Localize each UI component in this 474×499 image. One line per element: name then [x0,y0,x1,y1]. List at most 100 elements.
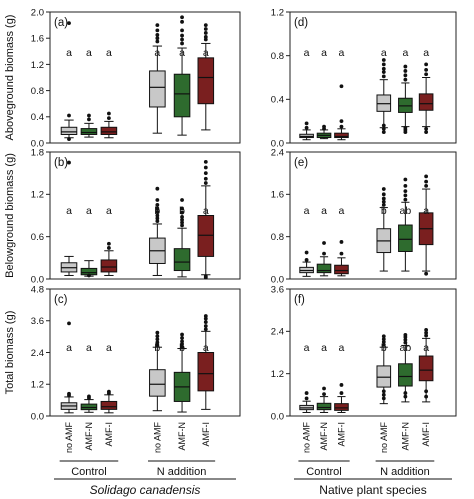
outlier-b-n-addition-amf-n [180,206,184,211]
outlier-d-n-addition-no-amf [381,130,386,134]
box-a-n-addition-amf-i [197,57,215,105]
significance-letter-b-n-addition-amf-i: a [203,205,209,217]
box-b-n-addition-amf-i [197,215,215,257]
outlier-d-n-addition-no-amf [381,62,386,67]
outlier-c-control-no-amf [67,321,71,326]
panel-frame-b [49,151,241,280]
significance-letter-e-control-amf-n: a [321,205,327,217]
outlier-c-n-addition-no-amf [155,343,160,347]
outlier-c-n-addition-amf-i [203,316,208,321]
box-f-control-amf-i [334,403,349,411]
box-a-n-addition-no-amf [149,70,166,108]
outlier-b-n-addition-amf-i [203,171,208,176]
outlier-c-n-addition-amf-i [203,314,208,318]
outlier-d-control-amf-i [339,84,344,89]
y-tick-label-e: 1.6 [271,190,284,201]
y-tick-label-f: 0.0 [271,411,284,422]
species-label: Native plant species [319,483,426,497]
panel-label-d: (d) [294,17,308,29]
outlier-b-control-amf-n [87,273,91,278]
y-tick-label-c: 2.4 [31,348,44,359]
y-tick-label-d: 0.8 [271,51,284,62]
box-c-n-addition-amf-i [197,352,215,392]
outlier-e-n-addition-no-amf [381,192,386,197]
outlier-e-n-addition-amf-n [403,183,408,188]
outlier-d-n-addition-no-amf [381,74,386,79]
y-tick-label-c: 4.8 [31,284,44,295]
panel-label-b: (b) [54,157,68,169]
y-tick-label-a: 2.0 [31,7,44,18]
outlier-d-n-addition-no-amf [381,66,386,71]
outlier-b-control-no-amf [67,160,71,165]
outlier-c-control-no-amf [67,391,71,396]
y-tick-label-a: 1.2 [31,60,44,71]
panel-label-a: (a) [54,17,68,29]
outlier-f-n-addition-no-amf [381,389,386,394]
significance-letter-a-control-no-amf: a [66,47,72,59]
y-tick-label-f: 1.2 [271,369,284,380]
panel-frame-a [49,11,241,144]
outlier-a-n-addition-no-amf [155,39,160,44]
panel-label-f: (f) [294,294,305,306]
outlier-e-n-addition-no-amf [381,187,386,191]
significance-letter-d-control-no-amf: a [304,47,310,59]
outlier-d-n-addition-no-amf [381,123,386,128]
x-category-label: AMF-N [400,422,410,451]
outlier-f-control-amf-i [339,383,344,387]
outlier-f-n-addition-no-amf [381,337,386,341]
outlier-f-n-addition-no-amf [381,396,386,401]
y-tick-label-a: 0.8 [31,86,44,97]
box-f-n-addition-no-amf [376,365,392,388]
outlier-f-control-no-amf [304,396,309,401]
outlier-c-n-addition-amf-n [180,342,184,346]
outlier-a-n-addition-no-amf [155,28,160,33]
outlier-d-n-addition-amf-n [403,77,408,82]
outlier-e-n-addition-no-amf [381,203,386,207]
outlier-d-n-addition-amf-n [403,64,408,69]
species-label: Solidago canadensis [90,483,201,497]
outlier-f-control-no-amf [304,391,309,395]
outlier-a-control-amf-i [107,111,111,116]
significance-letter-c-n-addition-no-amf: b [154,342,160,354]
outlier-c-n-addition-amf-n [180,336,184,340]
x-category-label: AMF-N [177,422,187,451]
outlier-c-n-addition-amf-i [203,324,208,328]
significance-letter-a-n-addition-no-amf: a [154,47,160,59]
significance-letter-c-n-addition-amf-n: b [179,342,185,354]
outlier-e-n-addition-amf-n [403,197,408,202]
significance-letter-a-control-amf-i: a [106,47,112,59]
outlier-e-n-addition-amf-n [403,193,408,198]
outlier-b-n-addition-no-amf [155,198,160,202]
y-tick-label-c: 1.2 [31,380,44,391]
y-tick-label-d: 0.0 [271,138,284,149]
outlier-c-n-addition-amf-i [203,327,208,332]
outlier-f-n-addition-amf-i [424,330,429,335]
panel-frame-f [289,288,457,417]
box-c-control-amf-n [80,403,98,411]
outlier-c-n-addition-no-amf [155,334,160,338]
box-c-control-amf-i [100,400,118,410]
outlier-d-n-addition-amf-i [424,130,429,134]
outlier-e-n-addition-no-amf [381,199,386,204]
group-label: N addition [157,466,207,478]
outlier-f-control-amf-n [322,386,326,391]
outlier-a-n-addition-amf-n [180,19,184,24]
y-tick-label-d: 0.4 [271,95,284,106]
outlier-d-n-addition-amf-n [403,125,408,130]
outlier-a-control-no-amf [67,113,71,118]
outlier-d-n-addition-no-amf [381,70,386,74]
outlier-a-control-amf-n [87,113,91,118]
outlier-e-n-addition-no-amf [381,196,386,201]
outlier-a-control-no-amf [67,137,71,141]
outlier-a-n-addition-amf-n [180,28,184,33]
y-tick-label-f: 2.4 [271,327,284,338]
x-category-label: AMF-I [201,422,211,447]
box-a-control-amf-n [80,128,98,135]
y-tick-label-b: 1.8 [31,147,44,158]
outlier-f-n-addition-amf-n [403,391,408,395]
outlier-b-control-amf-i [107,246,111,250]
outlier-d-control-no-amf [304,121,309,126]
outlier-e-n-addition-amf-i [424,174,429,179]
y-tick-label-e: 0.8 [271,232,284,243]
